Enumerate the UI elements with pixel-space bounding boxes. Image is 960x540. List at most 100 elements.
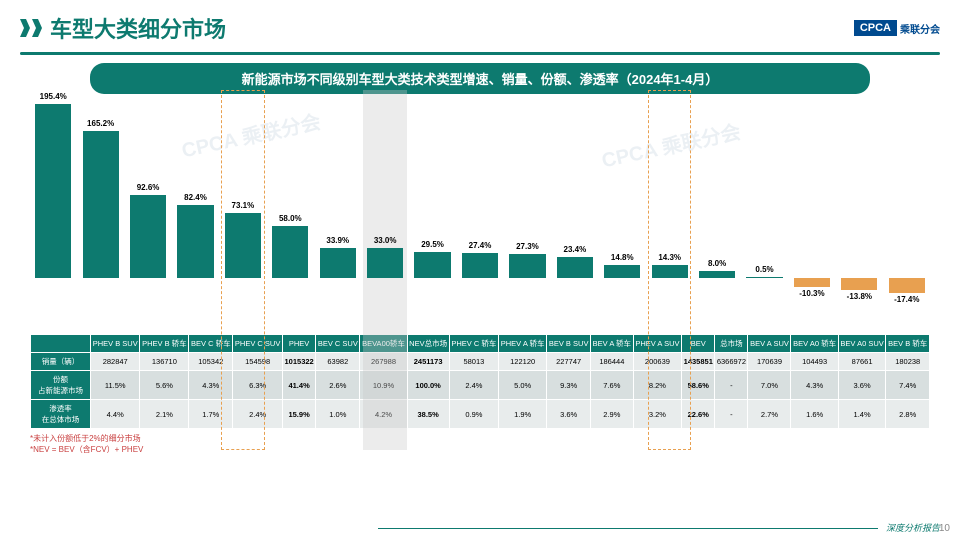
cell: -: [715, 371, 748, 400]
col-header: 总市场: [715, 335, 748, 353]
chevron-icon: [20, 19, 42, 37]
cell: 1.9%: [499, 400, 547, 429]
cell: 9.3%: [547, 371, 591, 400]
note-1: *未计入份额低于2%的细分市场: [30, 433, 930, 444]
bar-col: 8.0%: [694, 100, 740, 300]
cell: 38.5%: [407, 400, 449, 429]
col-header: BEV C 轿车: [189, 335, 233, 353]
cell: 2.4%: [449, 371, 498, 400]
col-header: PHEV B 轿车: [140, 335, 189, 353]
cell: 2.8%: [886, 400, 930, 429]
bar-col: 23.4%: [552, 100, 598, 300]
cell: 10.9%: [360, 371, 407, 400]
cell: -: [715, 400, 748, 429]
cell: 1.6%: [791, 400, 838, 429]
cell: 41.4%: [283, 371, 316, 400]
data-table: PHEV B SUVPHEV B 轿车BEV C 轿车PHEV C SUVPHE…: [30, 334, 930, 429]
cell: 1.4%: [838, 400, 886, 429]
cell: 154598: [233, 353, 283, 371]
col-header: BEV A0 轿车: [791, 335, 838, 353]
col-header: BEV B 轿车: [886, 335, 930, 353]
bar-col: 33.0%: [362, 100, 408, 300]
cell: 6.3%: [233, 371, 283, 400]
cell: 7.0%: [748, 371, 791, 400]
cell: 227747: [547, 353, 591, 371]
cell: 2451173: [407, 353, 449, 371]
cell: 4.2%: [360, 400, 407, 429]
note-2: *NEV = BEV（含FCV）+ PHEV: [30, 444, 930, 455]
cell: 282847: [91, 353, 140, 371]
bar-col: 29.5%: [409, 100, 455, 300]
cell: 0.9%: [449, 400, 498, 429]
bar-col: 27.3%: [504, 100, 550, 300]
cell: 3.6%: [547, 400, 591, 429]
bar-col: 14.3%: [646, 100, 692, 300]
cell: 2.9%: [591, 400, 634, 429]
bar-col: 195.4%: [30, 100, 76, 300]
cell: 186444: [591, 353, 634, 371]
cell: 3.6%: [838, 371, 886, 400]
cell: 2.4%: [233, 400, 283, 429]
col-header: BEV A0 SUV: [838, 335, 886, 353]
col-header: BEV A 轿车: [591, 335, 634, 353]
footer-text: 深度分析报告: [378, 521, 940, 534]
col-header: PHEV C 轿车: [449, 335, 498, 353]
page-number: 10: [939, 523, 950, 534]
logo: CPCA 乘联分会: [854, 20, 940, 36]
col-header: PHEV A SUV: [633, 335, 682, 353]
cell: 180238: [886, 353, 930, 371]
col-header: BEV C SUV: [316, 335, 360, 353]
title-underline: [20, 52, 940, 55]
cell: 11.5%: [91, 371, 140, 400]
col-header: BEV: [682, 335, 715, 353]
cell: 100.0%: [407, 371, 449, 400]
cell: 1435851: [682, 353, 715, 371]
bar-col: -10.3%: [789, 100, 835, 300]
cell: 15.9%: [283, 400, 316, 429]
cell: 170639: [748, 353, 791, 371]
cell: 58013: [449, 353, 498, 371]
col-header: BEV B SUV: [547, 335, 591, 353]
cell: 87661: [838, 353, 886, 371]
bar-col: 92.6%: [125, 100, 171, 300]
col-header: PHEV: [283, 335, 316, 353]
bar-col: 73.1%: [220, 100, 266, 300]
cell: 6366972: [715, 353, 748, 371]
cell: 4.3%: [189, 371, 233, 400]
cell: 2.7%: [748, 400, 791, 429]
subtitle-banner: 新能源市场不同级别车型大类技术类型增速、销量、份额、渗透率（2024年1-4月）: [90, 63, 870, 94]
cell: 63982: [316, 353, 360, 371]
cell: 3.2%: [633, 400, 682, 429]
page-title: 车型大类细分市场: [50, 12, 226, 44]
col-header: PHEV B SUV: [91, 335, 140, 353]
row-header: 份额占新能源市场: [31, 371, 91, 400]
cell: 1.7%: [189, 400, 233, 429]
cell: 104493: [791, 353, 838, 371]
cell: 1.0%: [316, 400, 360, 429]
cell: 122120: [499, 353, 547, 371]
row-header: 销量（辆）: [31, 353, 91, 371]
footnotes: *未计入份额低于2%的细分市场 *NEV = BEV（含FCV）+ PHEV: [30, 433, 930, 455]
bar-col: -17.4%: [884, 100, 930, 300]
cell: 58.6%: [682, 371, 715, 400]
row-header: 渗透率在总体市场: [31, 400, 91, 429]
bar-col: 165.2%: [77, 100, 123, 300]
bar-col: 0.5%: [741, 100, 787, 300]
cell: 2.1%: [140, 400, 189, 429]
bar-chart: 195.4%165.2%92.6%82.4%73.1%58.0%33.9%33.…: [30, 100, 930, 330]
bar-col: 82.4%: [172, 100, 218, 300]
col-header: PHEV C SUV: [233, 335, 283, 353]
cell: 22.6%: [682, 400, 715, 429]
logo-cn: 乘联分会: [900, 21, 940, 36]
bar-col: 58.0%: [267, 100, 313, 300]
bar-col: 14.8%: [599, 100, 645, 300]
cell: 5.6%: [140, 371, 189, 400]
cell: 2.6%: [316, 371, 360, 400]
cell: 200639: [633, 353, 682, 371]
bar-col: -13.8%: [836, 100, 882, 300]
col-header: NEV总市场: [407, 335, 449, 353]
cell: 7.4%: [886, 371, 930, 400]
logo-en: CPCA: [854, 20, 897, 36]
col-header: BEV A SUV: [748, 335, 791, 353]
cell: 1015322: [283, 353, 316, 371]
